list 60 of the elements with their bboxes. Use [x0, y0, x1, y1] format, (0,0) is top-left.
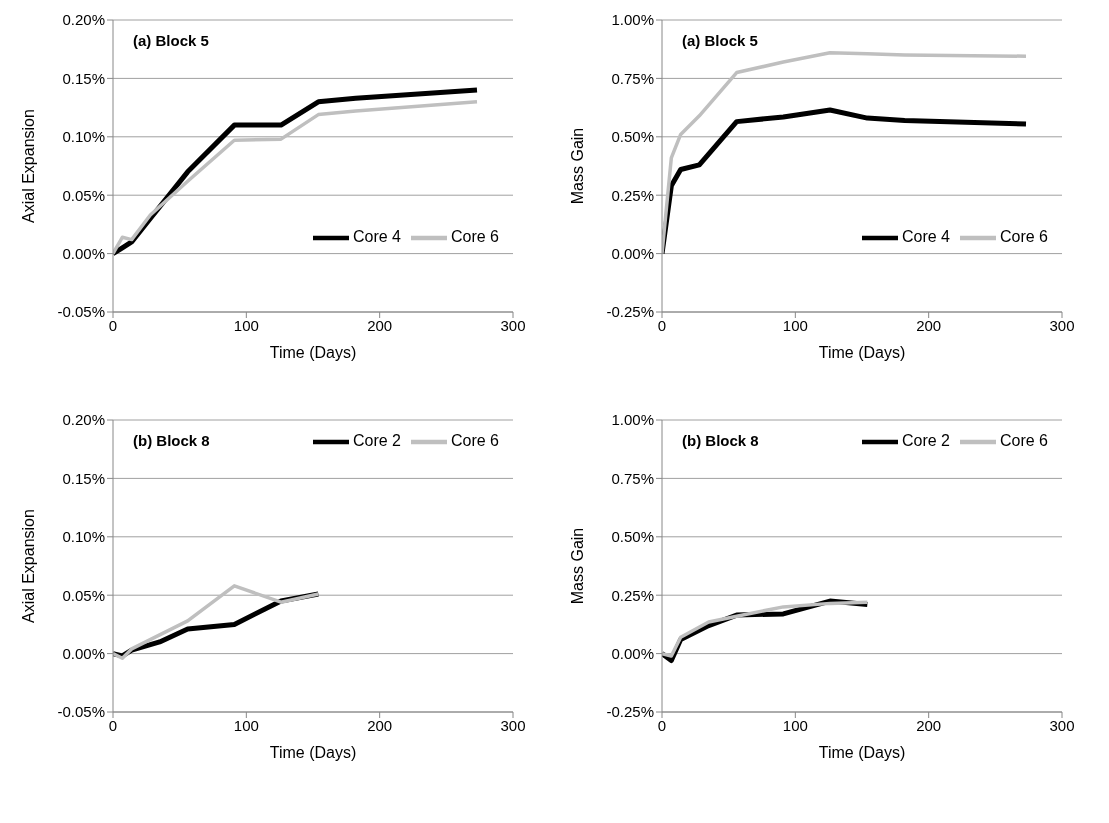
y-tick-label: 1.00% [611, 11, 654, 29]
y-tick-label: 0.25% [611, 186, 654, 204]
legend-label: Core 6 [450, 228, 499, 246]
y-tick-label: 0.00% [611, 244, 654, 262]
legend-label: Core 2 [352, 432, 401, 450]
x-tick-label: 100 [233, 316, 259, 334]
y-tick-label: 0.20% [62, 411, 105, 429]
y-tick-label: 0.00% [611, 644, 654, 662]
y-tick-label: 0.75% [611, 69, 654, 87]
x-tick-label: 300 [1049, 316, 1075, 334]
text: (b) Block 8 [133, 432, 210, 449]
legend-label: Core 4 [352, 228, 401, 246]
y-tick-label: 0.75% [611, 469, 654, 487]
y-tick-label: 1.00% [611, 411, 654, 429]
y-tick-label: 0.05% [62, 186, 105, 204]
y-tick-label: 0.25% [611, 586, 654, 604]
y-axis-title: Mass Gain [568, 127, 586, 205]
x-tick-label: 200 [367, 716, 393, 734]
y-tick-label: 0.20% [62, 11, 105, 29]
x-tick-label: 300 [500, 316, 526, 334]
x-tick-label: 200 [916, 316, 942, 334]
x-tick-label: 0 [108, 316, 118, 334]
x-tick-label: 200 [367, 316, 393, 334]
legend-label: Core 2 [901, 432, 950, 450]
x-tick-label: 0 [657, 316, 667, 334]
x-tick-label: 300 [1049, 716, 1075, 734]
y-tick-label: 0.10% [62, 128, 105, 146]
y-tick-label: 0.10% [62, 528, 105, 546]
legend-label: Core 6 [450, 432, 499, 450]
x-axis-title: Time (Days) [269, 344, 357, 361]
y-tick-label: -0.25% [606, 303, 654, 321]
y-axis-title: Axial Expansion [19, 509, 37, 623]
y-tick-label: 0.00% [62, 244, 105, 262]
text: (a) Block 5 [133, 32, 209, 49]
text: (a) Block 5 [682, 32, 758, 49]
y-tick-label: 0.15% [62, 69, 105, 87]
x-tick-label: 200 [916, 716, 942, 734]
y-tick-label: 0.00% [62, 644, 105, 662]
y-tick-label: 0.15% [62, 469, 105, 487]
y-tick-label: -0.05% [57, 703, 105, 721]
x-axis-title: Time (Days) [818, 344, 906, 361]
x-axis-title: Time (Days) [269, 744, 357, 761]
x-tick-label: 100 [782, 316, 808, 334]
legend-label: Core 6 [999, 432, 1048, 450]
y-tick-label: 0.05% [62, 586, 105, 604]
y-axis-title: Axial Expansion [19, 109, 37, 223]
legend-label: Core 4 [901, 228, 950, 246]
x-tick-label: 100 [782, 716, 808, 734]
legend-label: Core 6 [999, 228, 1048, 246]
y-tick-label: -0.25% [606, 703, 654, 721]
y-tick-label: -0.05% [57, 303, 105, 321]
x-axis-title: Time (Days) [818, 744, 906, 761]
y-axis-title: Mass Gain [568, 527, 586, 605]
text: (b) Block 8 [682, 432, 759, 449]
x-tick-label: 0 [108, 716, 118, 734]
x-tick-label: 100 [233, 716, 259, 734]
x-tick-label: 0 [657, 716, 667, 734]
y-tick-label: 0.50% [611, 528, 654, 546]
x-tick-label: 300 [500, 716, 526, 734]
y-tick-label: 0.50% [611, 128, 654, 146]
